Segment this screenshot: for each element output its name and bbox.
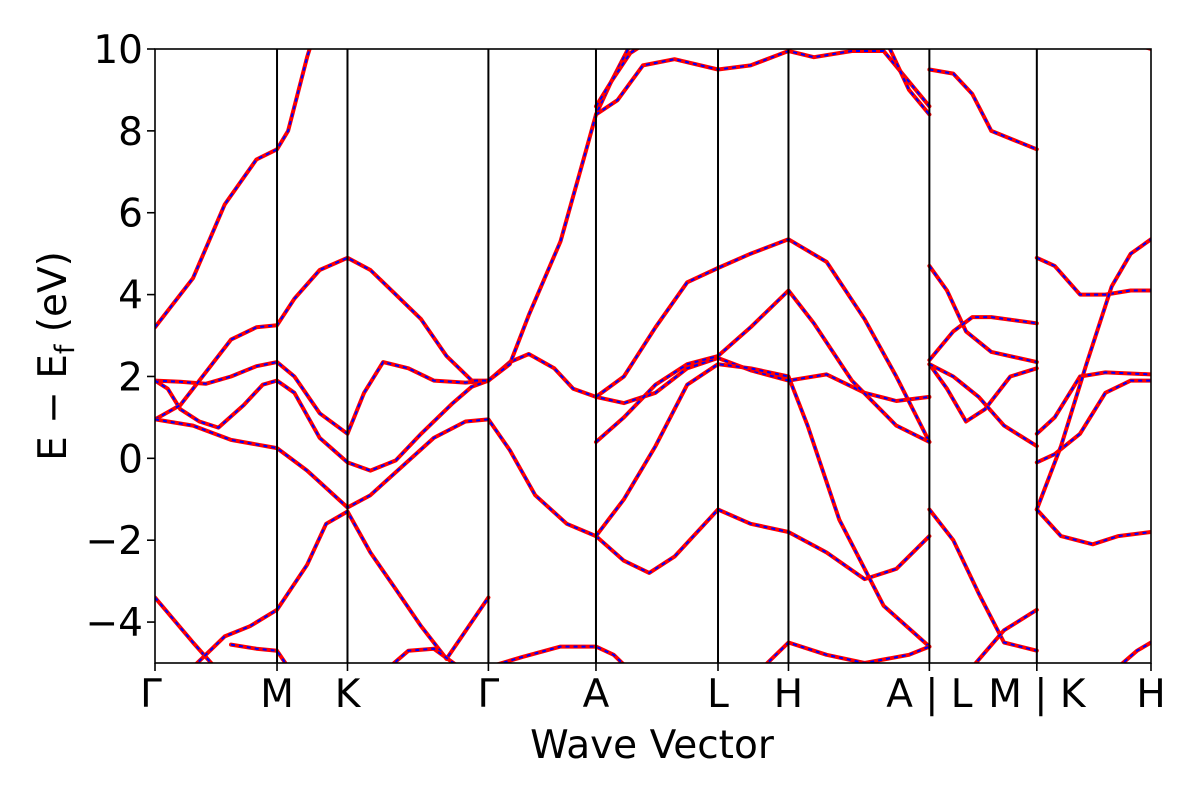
y-tick-label: −2 bbox=[86, 519, 144, 564]
band-line-0 bbox=[155, 49, 312, 330]
band-line-dashed-22 bbox=[928, 363, 1038, 447]
band-line-dashed-26 bbox=[1036, 371, 1151, 435]
y-axis-label-subscript: f bbox=[50, 343, 81, 354]
band-line-1 bbox=[155, 352, 932, 436]
band-line-10 bbox=[594, 237, 932, 444]
band-line-24 bbox=[973, 607, 1039, 663]
band-line-13 bbox=[594, 49, 932, 117]
band-line-dashed-25 bbox=[1036, 256, 1151, 296]
band-line-2 bbox=[155, 378, 491, 473]
kpoint-label-0: Γ bbox=[140, 672, 162, 717]
y-tick-label: 2 bbox=[118, 355, 143, 400]
band-line-dashed-3 bbox=[155, 256, 489, 421]
y-axis-label-main: E − E bbox=[31, 354, 76, 461]
band-line-dashed-24 bbox=[974, 608, 1038, 663]
band-line-9 bbox=[486, 49, 631, 383]
band-line-dashed-18 bbox=[929, 68, 1038, 151]
band-line-18 bbox=[927, 67, 1039, 152]
y-axis-label: E − Ef (eV) bbox=[31, 251, 81, 461]
band-line-dashed-15 bbox=[889, 49, 931, 116]
y-tick-label: 10 bbox=[93, 28, 143, 73]
band-line-8 bbox=[391, 646, 457, 663]
y-tick-label: −4 bbox=[86, 601, 144, 646]
band-line-12 bbox=[594, 362, 932, 649]
y-axis-label-unit: (eV) bbox=[31, 251, 76, 345]
band-line-14 bbox=[594, 49, 641, 109]
plot-area bbox=[154, 48, 1152, 664]
band-line-20 bbox=[927, 315, 1039, 363]
band-line-11 bbox=[594, 288, 932, 444]
band-line-dashed-30 bbox=[1121, 641, 1151, 663]
band-line-dashed-17 bbox=[765, 641, 930, 663]
kpoint-label-5: L bbox=[707, 672, 729, 717]
y-tick-label: 4 bbox=[118, 274, 143, 319]
band-line-19 bbox=[927, 263, 1039, 365]
band-line-dashed-6 bbox=[195, 510, 490, 663]
kpoint-label-2: K bbox=[335, 672, 362, 717]
band-line-25 bbox=[1034, 255, 1151, 297]
band-line-dashed-9 bbox=[487, 49, 630, 382]
y-tick-label: 0 bbox=[118, 437, 143, 482]
kpoint-label-7: A | L bbox=[886, 672, 973, 717]
band-line-16 bbox=[495, 644, 626, 663]
band-line-dashed-8 bbox=[392, 647, 456, 663]
y-axis-ticks: 10 8 6 4 2 0 −2 −4 bbox=[86, 28, 155, 646]
band-line-dashed-27 bbox=[1036, 379, 1151, 464]
band-line-dashed-20 bbox=[928, 316, 1037, 361]
kpoint-label-6: H bbox=[774, 672, 803, 717]
y-tick-label: 8 bbox=[118, 110, 143, 155]
plot-frame bbox=[154, 48, 1152, 664]
band-line-dashed-29 bbox=[1036, 508, 1151, 546]
band-line-dashed-23 bbox=[928, 508, 1038, 652]
x-axis-label: Wave Vector bbox=[530, 723, 775, 768]
kpoint-label-8: M | K bbox=[988, 672, 1087, 717]
band-line-22 bbox=[927, 362, 1039, 449]
band-line-dashed-28 bbox=[1035, 238, 1151, 510]
kpoint-label-9: H bbox=[1136, 672, 1165, 717]
band-line-27 bbox=[1034, 378, 1151, 465]
kpoint-label-1: M bbox=[260, 672, 294, 717]
y-tick-label: 6 bbox=[118, 192, 143, 237]
kpoint-label-4: A bbox=[583, 672, 610, 717]
band-line-dashed-11 bbox=[595, 289, 930, 443]
band-line-dashed-13 bbox=[595, 49, 931, 116]
band-line-dashed-0 bbox=[155, 49, 311, 328]
band-line-dashed-1 bbox=[155, 352, 930, 436]
band-line-3 bbox=[155, 255, 491, 422]
band-line-dashed-10 bbox=[595, 238, 931, 443]
band-line-dashed-19 bbox=[928, 265, 1038, 364]
bands bbox=[155, 49, 1151, 663]
band-line-dashed-5 bbox=[155, 596, 213, 663]
band-line-dashed-2 bbox=[155, 379, 489, 472]
band-line-dashed-21 bbox=[928, 363, 1038, 423]
band-line-dashed-7 bbox=[230, 643, 287, 663]
kpoint-label-3: Γ bbox=[478, 672, 500, 717]
